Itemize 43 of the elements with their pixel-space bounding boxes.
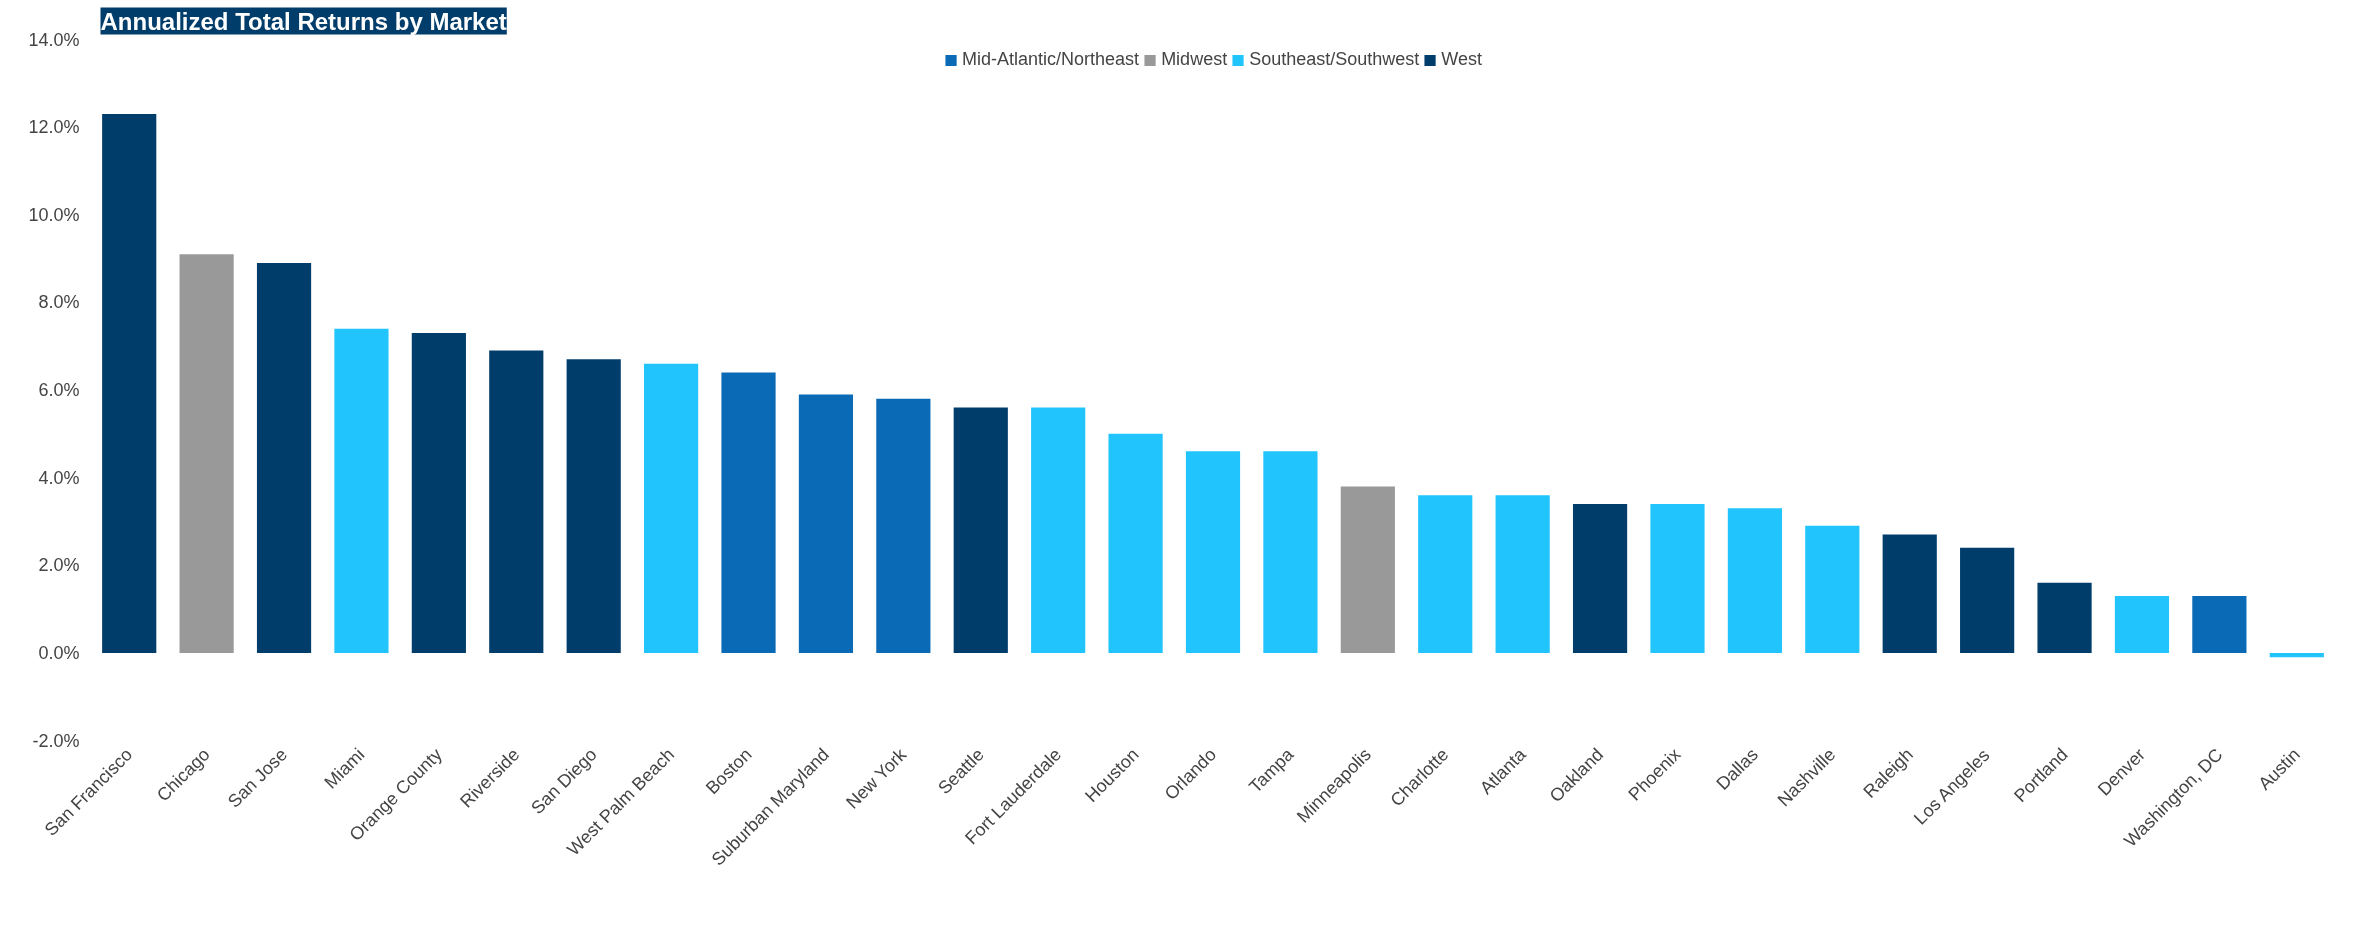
y-tick-label: 2.0% <box>38 555 80 576</box>
chart-title: Annualized Total Returns by Market <box>100 7 507 35</box>
bar <box>1263 451 1318 653</box>
bar <box>1882 534 1937 653</box>
legend-label: Southeast/Southwest <box>1249 49 1420 70</box>
bar <box>1495 495 1550 653</box>
bar <box>1108 433 1163 653</box>
bar <box>2192 595 2247 653</box>
y-tick-label: 4.0% <box>38 467 80 488</box>
bar <box>1960 547 2015 653</box>
y-tick-label: -2.0% <box>32 730 80 751</box>
legend-label: West <box>1441 49 1482 70</box>
bar <box>1340 486 1395 653</box>
bar <box>411 333 466 653</box>
legend-label: Midwest <box>1161 49 1228 70</box>
y-tick-label: 0.0% <box>38 642 80 663</box>
bar <box>1727 508 1782 653</box>
bar <box>644 363 699 653</box>
bar <box>1572 503 1628 653</box>
bar <box>256 262 312 653</box>
y-tick-label: 14.0% <box>28 29 80 50</box>
bar <box>721 372 776 653</box>
y-tick-label: 10.0% <box>28 204 80 225</box>
bar <box>1031 407 1086 653</box>
bar <box>798 394 854 653</box>
bar <box>876 398 931 653</box>
bar <box>1418 495 1473 653</box>
bar <box>2269 652 2324 658</box>
y-tick-label: 8.0% <box>38 292 80 313</box>
bar <box>179 254 234 653</box>
bar <box>2037 582 2092 653</box>
bar <box>2114 595 2170 653</box>
y-tick-label: 12.0% <box>28 117 80 138</box>
bar <box>334 328 389 653</box>
bar <box>1185 451 1241 653</box>
bar <box>953 407 1008 653</box>
bar <box>102 113 157 653</box>
legend-label: Mid-Atlantic/Northeast <box>962 49 1140 70</box>
bar <box>566 359 621 653</box>
bar <box>1805 525 1860 653</box>
bar <box>489 350 544 653</box>
y-tick-label: 6.0% <box>38 380 80 400</box>
bar <box>1650 503 1705 653</box>
